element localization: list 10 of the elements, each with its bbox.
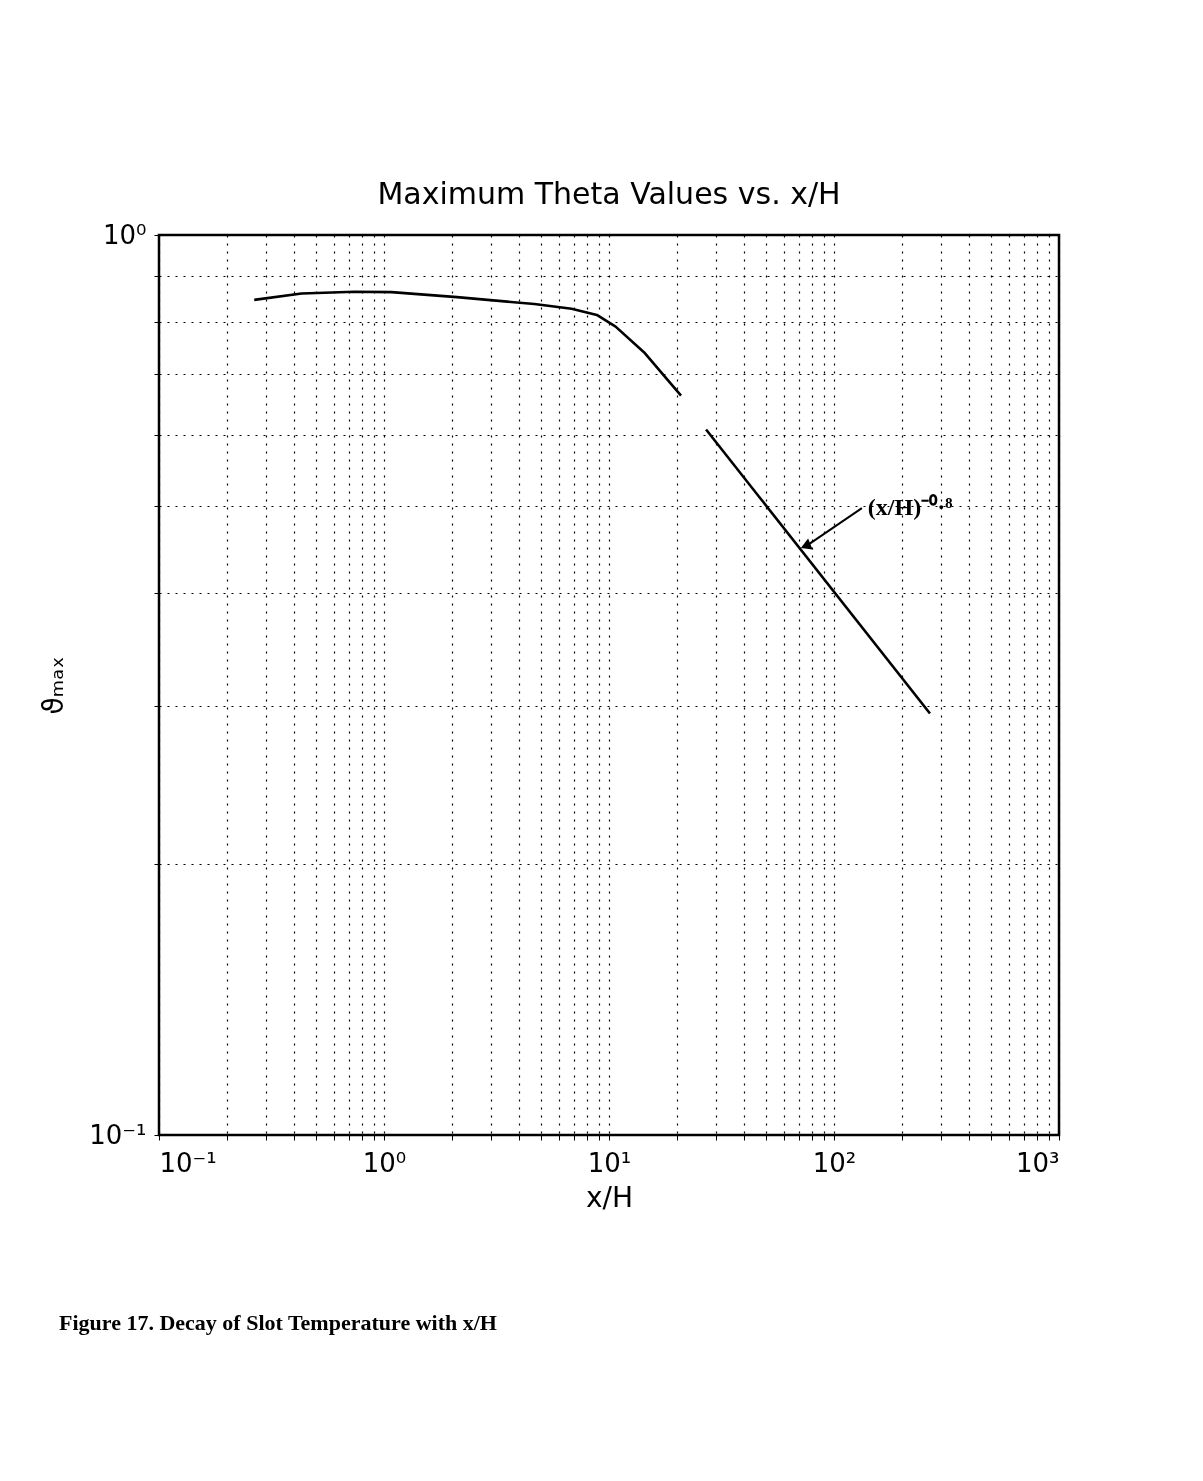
- annotation: (x/H)⁻⁰·⁸: [867, 494, 953, 521]
- chart-title: Maximum Theta Values vs. x/H: [377, 176, 841, 211]
- caption: Figure 17. Decay of Slot Temperature with x/H: [59, 1310, 497, 1335]
- x-tick-label: 10²: [812, 1147, 857, 1178]
- x-axis-title: x/H: [585, 1180, 634, 1214]
- y-axis-title: ϑₘₐₓ: [37, 656, 71, 715]
- x-tick-label: 10³: [1015, 1147, 1060, 1178]
- x-tick-label: 10⁻¹: [159, 1147, 217, 1178]
- x-tick-label: 10⁰: [362, 1147, 407, 1178]
- x-tick-label: 10¹: [587, 1147, 632, 1178]
